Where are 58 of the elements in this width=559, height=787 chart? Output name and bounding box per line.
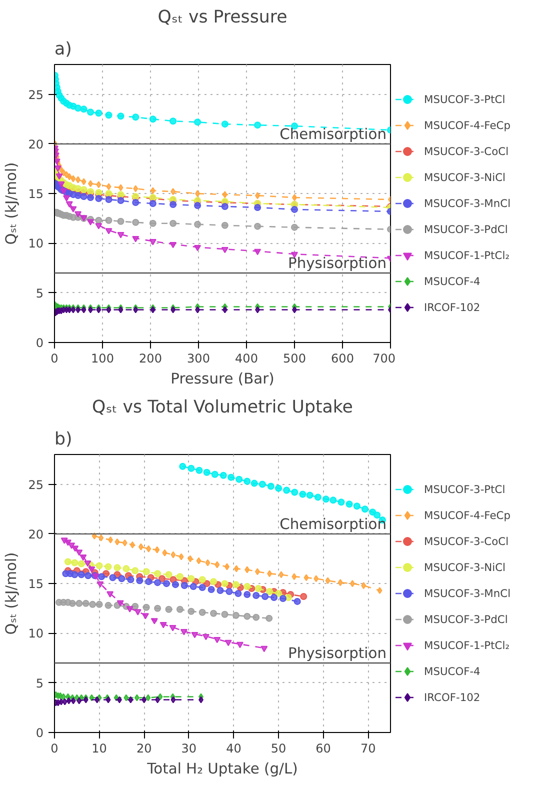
y-tick-label: 5 — [36, 286, 44, 300]
legend-label: MSUCOF-1-PtCl₂ — [424, 638, 510, 652]
legend-label: MSUCOF-3-NiCl — [424, 560, 506, 574]
y-tick-label: 15 — [28, 577, 44, 592]
y-tick-label: 15 — [28, 187, 44, 202]
x-tick-label: 600 — [331, 352, 354, 366]
x-tick-label: 20 — [136, 742, 152, 756]
x-tick-label: 300 — [187, 352, 210, 366]
x-tick-label: 0 — [50, 742, 58, 756]
y-axis-title: Qₛₜ (kJ/mol) — [3, 552, 20, 635]
x-tick-label: 200 — [139, 352, 162, 366]
legend-label: MSUCOF-1-PtCl₂ — [424, 248, 510, 262]
y-tick-label: 25 — [28, 88, 44, 102]
x-axis-title: Total H₂ Uptake (g/L) — [146, 760, 298, 778]
ref-line-label: Physisorption — [288, 645, 386, 662]
chart-title: Qₛₜ vs Pressure — [158, 8, 288, 28]
x-tick-label: 30 — [181, 742, 197, 756]
ref-line-label: Physisorption — [288, 255, 386, 272]
y-tick-label: 10 — [28, 236, 44, 251]
legend-label: MSUCOF-3-MnCl — [424, 196, 511, 210]
x-axis-title: Pressure (Bar) — [170, 370, 274, 388]
legend-label: MSUCOF-3-NiCl — [424, 170, 506, 184]
x-tick-label: 40 — [226, 742, 242, 756]
ref-line-label: Chemisorption — [280, 126, 387, 143]
y-tick-label: 10 — [28, 626, 44, 641]
legend-label: MSUCOF-3-PdCl — [424, 222, 508, 236]
legend-label: MSUCOF-4-FeCp — [424, 118, 510, 132]
x-tick-label: 400 — [235, 352, 258, 366]
chart-title: Qₛₜ vs Total Volumetric Uptake — [92, 398, 353, 418]
legend-label: MSUCOF-3-PtCl — [424, 92, 506, 106]
y-tick-label: 25 — [28, 478, 44, 492]
text: b) — [54, 430, 72, 450]
legend-label: MSUCOF-3-CoCl — [424, 534, 509, 548]
y-axis-title: Qₛₜ (kJ/mol) — [3, 162, 20, 245]
y-tick-label: 20 — [28, 137, 44, 152]
legend-label: MSUCOF-4 — [424, 664, 480, 678]
y-tick-label: 0 — [36, 726, 44, 740]
x-tick-label: 50 — [270, 742, 286, 756]
legend-label: IRCOF-102 — [424, 300, 480, 314]
x-tick-label: 70 — [360, 742, 376, 756]
legend-label: MSUCOF-4-FeCp — [424, 508, 510, 522]
text: a) — [54, 40, 72, 60]
y-tick-label: 0 — [36, 336, 44, 350]
y-tick-label: 20 — [28, 527, 44, 542]
x-tick-label: 0 — [50, 352, 58, 366]
x-tick-label: 10 — [92, 742, 107, 756]
legend-label: MSUCOF-3-PdCl — [424, 612, 508, 626]
x-tick-label: 100 — [91, 352, 114, 366]
legend-label: MSUCOF-4 — [424, 274, 480, 288]
legend-label: MSUCOF-3-PtCl — [424, 482, 506, 496]
x-tick-label: 700 — [372, 352, 396, 366]
x-tick-label: 60 — [316, 742, 331, 756]
x-tick-label: 500 — [283, 352, 306, 366]
y-tick-label: 5 — [36, 676, 44, 690]
legend-label: IRCOF-102 — [424, 690, 480, 704]
legend-label: MSUCOF-3-CoCl — [424, 144, 509, 158]
ref-line-label: Chemisorption — [280, 516, 387, 533]
legend-label: MSUCOF-3-MnCl — [424, 586, 511, 600]
